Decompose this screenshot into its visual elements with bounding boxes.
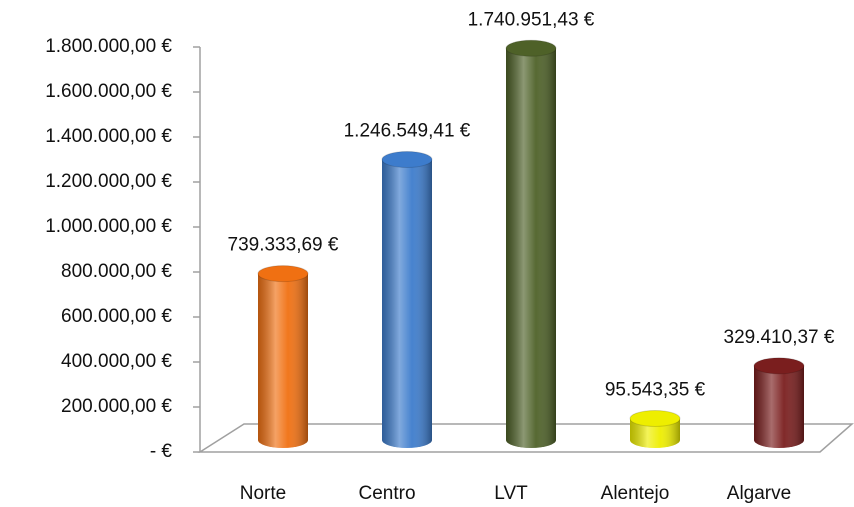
y-tick-label: 1.400.000,00 €	[45, 126, 172, 147]
bar-shading	[382, 159, 432, 448]
bar-top	[381, 151, 433, 169]
bar-top	[753, 357, 805, 375]
x-tick-label: Alentejo	[601, 483, 670, 504]
y-tick-label: 200.000,00 €	[61, 396, 172, 417]
y-tick-label: - €	[150, 441, 173, 462]
x-tick-label: Norte	[240, 483, 286, 504]
value-label: 739.333,69 €	[228, 235, 339, 256]
value-label: 1.246.549,41 €	[344, 121, 471, 142]
value-label: 95.543,35 €	[605, 380, 706, 401]
x-tick-label: Algarve	[727, 483, 791, 504]
x-tick-label: LVT	[494, 483, 528, 504]
bar-top	[505, 39, 557, 57]
bar-shading	[258, 273, 308, 448]
y-tick-label: 1.000.000,00 €	[45, 216, 172, 237]
y-tick-label: 600.000,00 €	[61, 306, 172, 327]
bar-shading	[506, 48, 556, 449]
value-label: 1.740.951,43 €	[468, 9, 595, 30]
x-tick-label: Centro	[358, 483, 415, 504]
floor	[197, 423, 854, 453]
value-label: 329.410,37 €	[724, 327, 835, 348]
y-tick-label: 1.200.000,00 €	[45, 171, 172, 192]
bar-shading	[754, 365, 804, 448]
bar-top	[257, 265, 309, 283]
y-tick-label: 800.000,00 €	[61, 261, 172, 282]
y-tick-label: 400.000,00 €	[61, 351, 172, 372]
bar-top	[629, 410, 681, 428]
y-tick-label: 1.800.000,00 €	[45, 36, 172, 57]
bar-shading	[630, 418, 680, 448]
y-tick-label: 1.600.000,00 €	[45, 81, 172, 102]
